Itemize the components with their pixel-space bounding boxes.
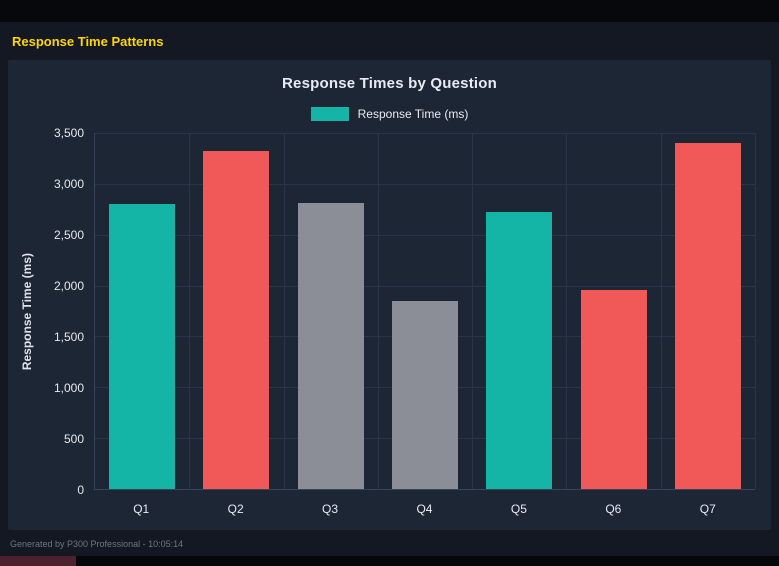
y-axis-title: Response Time (ms): [14, 133, 40, 490]
x-axis-labels: Q1 Q2 Q3 Q4 Q5 Q6 Q7: [94, 490, 755, 526]
bottom-bar-accent: [0, 556, 76, 566]
y-tick-1,000: 1,000: [53, 381, 84, 395]
legend-swatch[interactable]: [310, 107, 349, 121]
h-gridline-3,000: [95, 183, 755, 185]
v-gridline-6: [660, 133, 662, 489]
bar-Q3: [297, 203, 364, 489]
v-gridline-4: [472, 133, 474, 489]
x-label-Q6: Q6: [605, 502, 622, 516]
y-tick-1,500: 1,500: [53, 330, 84, 344]
y-tick-2,500: 2,500: [53, 228, 84, 242]
h-gridline-2,500: [95, 234, 755, 236]
v-gridline-1: [189, 133, 191, 489]
y-tick-500: 500: [63, 432, 84, 446]
x-label-Q5: Q5: [510, 502, 527, 516]
y-tick-3,500: 3,500: [53, 126, 84, 140]
chart-title: Response Times by Question: [282, 75, 497, 92]
x-label-Q3: Q3: [322, 502, 339, 516]
bar-Q4: [392, 300, 458, 489]
y-tick-3,000: 3,000: [53, 177, 84, 191]
y-tick-0: 0: [77, 483, 84, 497]
v-gridline-2: [283, 133, 285, 489]
x-label-Q7: Q7: [699, 502, 716, 516]
y-tick-2,000: 2,000: [53, 279, 84, 293]
bar-Q7: [674, 143, 741, 489]
legend-label[interactable]: Response Time (ms): [357, 107, 469, 121]
bottom-bar: [0, 556, 779, 566]
top-strip: [0, 0, 779, 22]
bar-Q5: [486, 212, 553, 489]
y-axis-ticks: 0 500 1,000 1,500 2,000 2,500 3,000 3,500: [40, 126, 94, 497]
chart-panel: Response Times by Question Response Time…: [8, 60, 771, 530]
bar-Q6: [580, 289, 647, 489]
v-gridline-5: [566, 133, 568, 489]
x-label-Q4: Q4: [416, 502, 433, 516]
plot-area: [94, 133, 756, 490]
page-title: Response Time Patterns: [12, 34, 164, 49]
chart-legend: Response Time (ms): [8, 107, 771, 121]
h-gridline-2,000: [95, 285, 755, 287]
x-label-Q2: Q2: [227, 502, 244, 516]
chart-body: Response Time (ms) 0 500 1,000 1,500 2,000 2,…: [14, 126, 756, 526]
footer-text: Generated by P300 Professional - 10:05:1…: [10, 539, 184, 549]
bar-Q1: [109, 204, 176, 489]
v-gridline-3: [377, 133, 379, 489]
h-gridline-3,500: [95, 133, 755, 134]
y-axis-title-text: Response Time (ms): [20, 252, 34, 371]
v-gridline-7: [755, 133, 756, 489]
bar-Q2: [203, 151, 270, 489]
x-label-Q1: Q1: [133, 502, 150, 516]
